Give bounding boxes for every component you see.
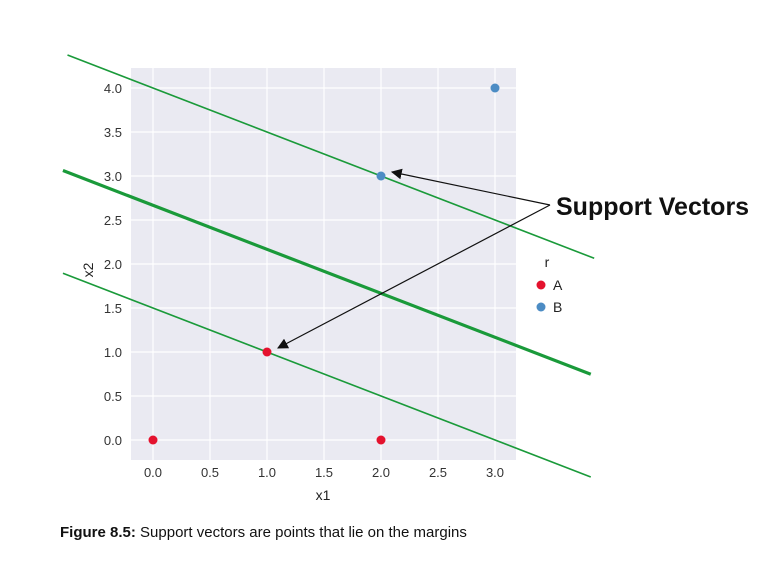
y-tick-label: 3.0 xyxy=(104,169,122,184)
annotation-arrow xyxy=(390,168,551,206)
grid xyxy=(131,68,516,460)
legend-label-b: B xyxy=(553,299,562,315)
boundary-lines xyxy=(62,54,595,478)
y-tick-label: 4.0 xyxy=(104,81,122,96)
y-tick-label: 1.0 xyxy=(104,345,122,360)
figure: 0.0 0.5 1.0 1.5 2.0 2.5 3.0 0.0 0.5 1.0 1.5 2.0 2.5… xyxy=(62,54,749,503)
legend-label-a: A xyxy=(553,277,563,293)
y-axis-label: x2 xyxy=(80,262,96,277)
x-tick-label: 2.5 xyxy=(429,465,447,480)
support-vector-annotation: Support Vectors xyxy=(277,168,749,349)
legend-marker-a xyxy=(536,280,546,290)
margin-line xyxy=(67,54,595,260)
y-tick-label: 0.0 xyxy=(104,433,122,448)
data-points xyxy=(148,83,500,445)
figure-caption: Figure 8.5: Support vectors are points t… xyxy=(60,524,467,541)
decision-boundary-line xyxy=(62,169,592,376)
caption-text: Support vectors are points that lie on t… xyxy=(140,524,467,541)
point-b xyxy=(490,83,500,93)
annotation-arrow xyxy=(277,204,551,349)
legend-title: r xyxy=(545,254,550,270)
x-tick-label: 1.0 xyxy=(258,465,276,480)
y-tick-label: 3.5 xyxy=(104,125,122,140)
x-tick-label: 3.0 xyxy=(486,465,504,480)
point-a xyxy=(376,435,386,445)
y-tick-labels: 0.0 0.5 1.0 1.5 2.0 2.5 3.0 3.5 4.0 xyxy=(104,81,122,448)
point-b xyxy=(376,171,386,181)
annotation-text: Support Vectors xyxy=(556,193,749,221)
legend: r A B xyxy=(536,254,563,315)
point-a xyxy=(262,347,272,357)
point-a xyxy=(148,435,158,445)
y-tick-label: 2.5 xyxy=(104,213,122,228)
x-tick-label: 0.0 xyxy=(144,465,162,480)
margin-line xyxy=(62,272,592,478)
y-tick-label: 1.5 xyxy=(104,301,122,316)
y-tick-label: 0.5 xyxy=(104,389,122,404)
legend-marker-b xyxy=(536,302,546,312)
x-tick-labels: 0.0 0.5 1.0 1.5 2.0 2.5 3.0 xyxy=(144,465,504,480)
x-axis-label: x1 xyxy=(316,487,331,503)
x-tick-label: 1.5 xyxy=(315,465,333,480)
caption-label: Figure 8.5: xyxy=(60,524,136,541)
x-tick-label: 0.5 xyxy=(201,465,219,480)
y-tick-label: 2.0 xyxy=(104,257,122,272)
x-tick-label: 2.0 xyxy=(372,465,390,480)
